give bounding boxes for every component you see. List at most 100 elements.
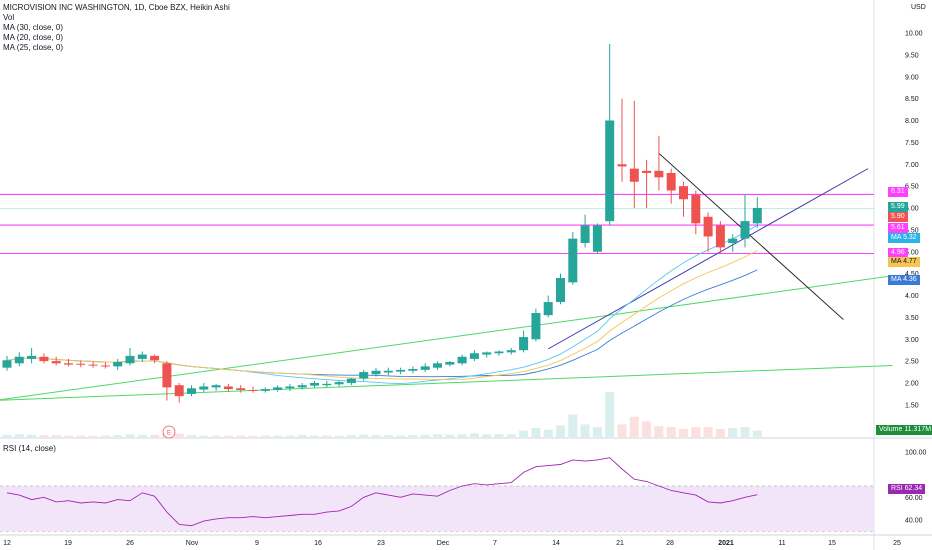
candle-body (248, 390, 258, 391)
volume-bar (310, 435, 319, 437)
time-tick-label: 28 (666, 540, 674, 547)
indicator-ma-25[interactable]: MA (25, close, 0) (3, 43, 64, 52)
price-tick-label: 8.00 (905, 118, 919, 125)
volume-bar (642, 421, 652, 437)
candle-body (740, 221, 750, 239)
candle-body (679, 186, 688, 200)
candle-body (310, 383, 319, 386)
candle-body (359, 372, 369, 379)
volume-badge: Volume 11.317M (876, 425, 932, 435)
volume-bar (137, 434, 147, 437)
candle-body (445, 362, 455, 365)
price-tick-label: 4.00 (905, 293, 919, 300)
price-tick-label: 7.50 (905, 140, 919, 147)
candle-body (125, 355, 135, 364)
ma-badge-value: 4.77 (903, 258, 917, 265)
chart-legend: MICROVISION INC WASHINGTON, 1D, Cboe BZX… (3, 3, 230, 53)
volume-bar (691, 427, 701, 437)
candle-body (236, 388, 246, 390)
candle-body (433, 363, 442, 368)
candle-body (100, 365, 110, 367)
price-tick-label: 3.50 (905, 315, 919, 322)
volume-bar (752, 430, 762, 437)
candle-body (617, 164, 627, 167)
volume-bar (88, 435, 98, 437)
time-tick-label: 25 (893, 540, 901, 547)
rsi-badge: RSI 62.34 (888, 484, 926, 494)
price-tick-label: 5.00 (905, 249, 919, 256)
candle-body (519, 337, 529, 351)
rsi-line (6, 457, 758, 527)
volume-bar (543, 429, 553, 437)
time-tick-label: 21 (616, 540, 624, 547)
volume-bar (592, 427, 602, 437)
candle-body (322, 383, 332, 386)
volume-bar (728, 428, 738, 437)
candle-body (408, 369, 418, 371)
candle-body (137, 354, 147, 359)
time-tick-label: 23 (377, 540, 385, 547)
volume-bar (187, 435, 196, 437)
open-price-badge: 5.90 (888, 212, 908, 222)
candle-body (703, 216, 713, 237)
candle-body (691, 194, 701, 224)
time-tick-label: 16 (314, 540, 322, 547)
candle-body (39, 356, 49, 362)
volume-bar (199, 435, 209, 437)
candle-body (715, 225, 725, 248)
rsi-tick-label: 60.00 (905, 495, 923, 502)
volume-bar (396, 435, 406, 437)
time-tick-label: 19 (64, 540, 72, 547)
candle-body (211, 385, 221, 388)
candle-body (666, 173, 676, 191)
time-tick-label: Nov (186, 540, 199, 547)
volume-bar (703, 427, 713, 437)
volume-bar (445, 434, 455, 437)
candle-body (199, 386, 209, 390)
rsi-band (0, 486, 874, 532)
earnings-marker-label: E (167, 431, 171, 437)
moving-average-line (6, 250, 758, 381)
moving-average-line (6, 224, 758, 385)
volume-bar (297, 435, 307, 437)
volume-bar (371, 435, 381, 437)
rsi-tick-label: 100.00 (905, 450, 927, 457)
volume-bar (39, 435, 49, 437)
price-tick-label: 9.50 (905, 52, 919, 59)
volume-bar (506, 434, 516, 437)
volume-bar (2, 434, 12, 437)
volume-bar (211, 435, 221, 437)
candle-body (88, 364, 98, 366)
indicator-vol[interactable]: Vol (3, 13, 15, 22)
currency-label[interactable]: USD (911, 4, 926, 11)
price-tick-label: 9.00 (905, 74, 919, 81)
time-tick-label: 12 (3, 540, 11, 547)
ma-badge: MA 4.77 (888, 257, 920, 267)
price-tick-label: 5.50 (905, 227, 919, 234)
volume-bar (605, 392, 615, 437)
ma-badge-label: MA (891, 234, 902, 241)
volume-bar (629, 416, 639, 437)
volume-badge-value: 11.317M (904, 426, 932, 433)
volume-bar (76, 435, 86, 437)
time-tick-label: 14 (552, 540, 560, 547)
ma-badge-value: 5.32 (903, 234, 917, 241)
moving-average-line (6, 269, 758, 378)
rsi-title[interactable]: RSI (14, close) (3, 444, 56, 453)
symbol-title[interactable]: MICROVISION INC WASHINGTON, 1D, Cboe BZX… (3, 3, 230, 12)
candle-body (64, 363, 73, 365)
candle-body (556, 278, 565, 303)
indicator-ma-30[interactable]: MA (30, close, 0) (3, 23, 64, 32)
rsi-badge-label: RSI (891, 485, 903, 492)
indicator-ma-20[interactable]: MA (20, close, 0) (3, 33, 64, 42)
volume-bar (654, 426, 664, 437)
time-tick-label: 15 (828, 540, 836, 547)
volume-bar (285, 435, 295, 437)
price-tick-label: 2.00 (905, 381, 919, 388)
candle-body (728, 238, 738, 243)
ma-badge: MA 5.32 (888, 233, 920, 243)
volume-bar (248, 435, 258, 437)
time-tick-label: 2021 (718, 540, 734, 547)
candle-body (654, 170, 664, 178)
